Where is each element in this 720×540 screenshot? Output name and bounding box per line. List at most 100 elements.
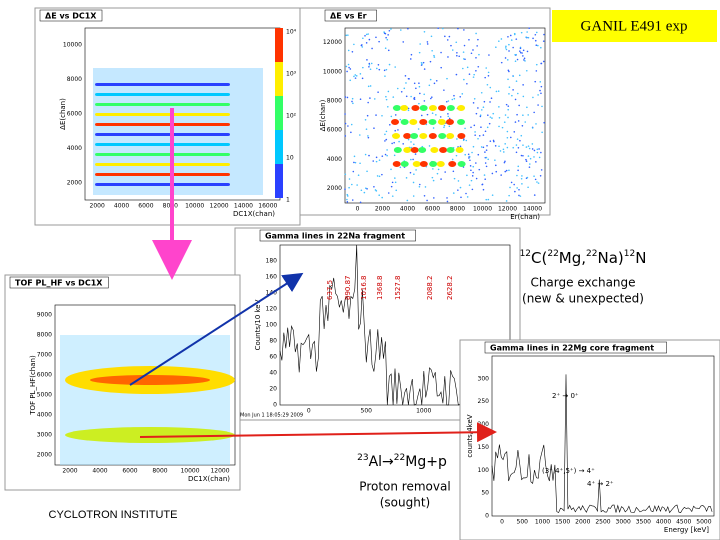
dot bbox=[443, 126, 445, 129]
dot bbox=[353, 161, 355, 164]
dot bbox=[387, 192, 390, 194]
dot bbox=[504, 47, 507, 49]
y-tick-label: 6000 bbox=[37, 372, 52, 379]
dot bbox=[365, 128, 368, 130]
dot bbox=[373, 127, 375, 129]
peak-label: 2088.2 bbox=[426, 276, 434, 301]
colorbar-label: 10² bbox=[286, 113, 297, 120]
dot bbox=[459, 95, 462, 98]
dot bbox=[497, 90, 500, 92]
dot bbox=[349, 79, 352, 82]
dot bbox=[421, 63, 423, 65]
dot bbox=[447, 100, 450, 102]
dot bbox=[464, 153, 467, 156]
dot bbox=[491, 117, 493, 119]
dot bbox=[375, 36, 377, 39]
dot bbox=[418, 51, 421, 54]
dot bbox=[344, 122, 347, 125]
colorbar bbox=[275, 96, 283, 130]
band bbox=[95, 143, 230, 146]
x-tick-label: 0 bbox=[307, 408, 311, 415]
y-tick-label: 8000 bbox=[327, 97, 342, 104]
blob bbox=[410, 133, 419, 139]
peak-label: 890.87 bbox=[344, 276, 352, 301]
blob bbox=[412, 161, 421, 167]
dot bbox=[439, 116, 442, 118]
dot bbox=[535, 44, 538, 47]
x-tick-label: 8000 bbox=[152, 468, 167, 475]
dot bbox=[386, 149, 388, 151]
dot bbox=[431, 112, 434, 115]
dot bbox=[431, 49, 433, 52]
dot bbox=[480, 91, 483, 94]
dot bbox=[471, 151, 473, 154]
dot bbox=[410, 146, 412, 149]
dot bbox=[541, 131, 543, 134]
plot-title: TOF PL_HF vs DC1X bbox=[15, 279, 103, 288]
dot bbox=[518, 188, 520, 191]
dot bbox=[459, 186, 462, 189]
dot bbox=[469, 159, 471, 162]
dot bbox=[508, 93, 510, 95]
dot bbox=[435, 114, 437, 116]
dot bbox=[413, 82, 416, 85]
blob bbox=[446, 133, 455, 139]
dot bbox=[423, 100, 426, 102]
dot bbox=[366, 59, 368, 61]
dot bbox=[381, 114, 383, 117]
dot bbox=[419, 43, 421, 45]
dot bbox=[533, 175, 535, 177]
x-tick-label: 5000 bbox=[696, 519, 711, 526]
dot bbox=[436, 172, 439, 175]
dot bbox=[537, 94, 539, 96]
dot bbox=[344, 113, 346, 115]
dot bbox=[448, 125, 451, 128]
dot bbox=[366, 188, 368, 190]
dot bbox=[537, 104, 539, 106]
dot bbox=[538, 148, 540, 150]
dot bbox=[492, 139, 495, 142]
text-part: 22 bbox=[586, 249, 597, 259]
dot bbox=[408, 78, 410, 80]
dot bbox=[522, 84, 524, 86]
dot bbox=[359, 134, 361, 136]
dot bbox=[420, 114, 423, 117]
dot bbox=[432, 168, 434, 170]
dot bbox=[495, 170, 498, 173]
blob bbox=[446, 147, 455, 153]
dot bbox=[399, 166, 402, 169]
dot bbox=[512, 89, 514, 91]
blob bbox=[445, 119, 454, 125]
blob bbox=[419, 119, 428, 125]
y-tick-label: 6000 bbox=[67, 111, 82, 118]
dot bbox=[351, 50, 354, 53]
y-tick-label: 80 bbox=[269, 338, 277, 345]
dot bbox=[412, 181, 415, 184]
dot bbox=[477, 38, 479, 41]
dot bbox=[417, 128, 420, 130]
blob bbox=[455, 147, 464, 153]
dot bbox=[506, 146, 509, 149]
dot bbox=[524, 60, 526, 62]
blob bbox=[446, 105, 455, 111]
dot bbox=[498, 40, 500, 42]
plot-title: Gamma lines in 22Na fragment bbox=[265, 232, 405, 241]
dot bbox=[357, 174, 360, 177]
dot bbox=[360, 189, 363, 192]
y-tick-label: 6000 bbox=[327, 127, 342, 134]
dot bbox=[385, 98, 388, 101]
colorbar bbox=[275, 164, 283, 198]
dot bbox=[534, 33, 537, 36]
dot bbox=[418, 82, 420, 84]
dot bbox=[482, 188, 485, 191]
dot bbox=[368, 154, 370, 157]
dot bbox=[418, 102, 420, 105]
peak-label: 1527.8 bbox=[394, 276, 402, 301]
dot bbox=[514, 98, 517, 101]
dot bbox=[506, 130, 509, 133]
y-tick-label: 5000 bbox=[37, 392, 52, 399]
dot bbox=[485, 67, 488, 69]
dot bbox=[348, 178, 351, 180]
blob bbox=[439, 147, 448, 153]
dot bbox=[487, 158, 489, 161]
